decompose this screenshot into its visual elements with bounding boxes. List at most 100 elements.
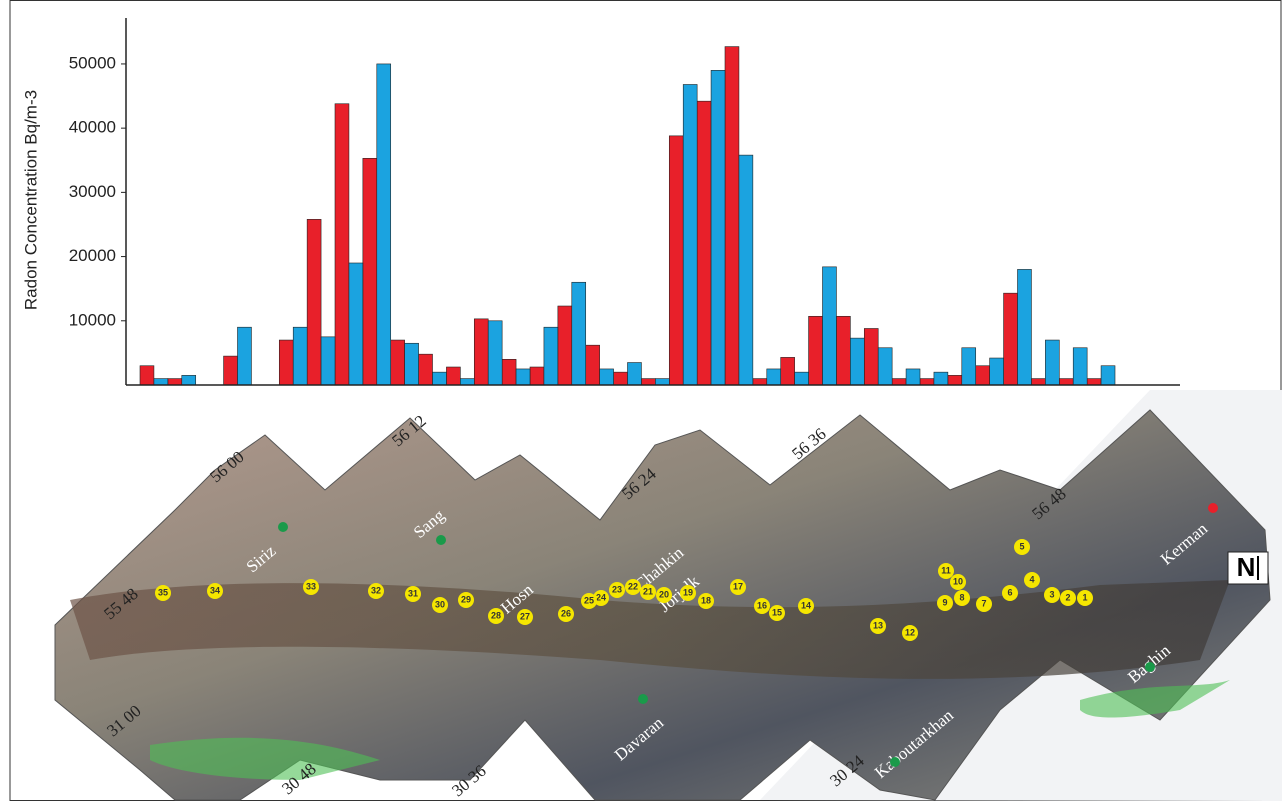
station-marker bbox=[769, 605, 785, 621]
bar bbox=[975, 365, 990, 386]
settlement-dot bbox=[436, 535, 446, 545]
station-marker bbox=[303, 579, 319, 595]
bar bbox=[320, 336, 336, 386]
bar bbox=[487, 320, 503, 386]
station-marker bbox=[937, 595, 953, 611]
station-label: 31 bbox=[408, 588, 418, 598]
bar bbox=[919, 378, 935, 386]
y-tick-label: 20000 bbox=[69, 246, 116, 265]
station-marker bbox=[938, 563, 954, 579]
city-dot bbox=[1208, 503, 1218, 513]
station-marker bbox=[1044, 587, 1060, 603]
y-tick-label: 50000 bbox=[69, 53, 116, 72]
station-label: 2 bbox=[1065, 592, 1070, 602]
bar bbox=[1072, 347, 1088, 386]
station-marker bbox=[1014, 539, 1030, 555]
station-label: 19 bbox=[683, 587, 693, 597]
bar bbox=[390, 339, 405, 386]
bar bbox=[696, 100, 712, 386]
bar bbox=[501, 359, 517, 386]
station-marker bbox=[558, 606, 574, 622]
bar bbox=[292, 326, 308, 386]
bar bbox=[376, 63, 392, 386]
station-label: 28 bbox=[491, 610, 501, 620]
bar bbox=[1086, 378, 1102, 386]
station-marker bbox=[517, 609, 533, 625]
bar bbox=[529, 366, 545, 386]
bar bbox=[808, 315, 823, 386]
station-label: 25 bbox=[584, 595, 594, 605]
station-marker bbox=[581, 593, 597, 609]
station-marker bbox=[368, 583, 384, 599]
station-marker bbox=[458, 592, 474, 608]
bar bbox=[891, 378, 907, 386]
bar bbox=[418, 353, 433, 386]
station-label: 15 bbox=[772, 607, 782, 617]
station-label: 20 bbox=[659, 589, 669, 599]
settlement-dot bbox=[638, 694, 648, 704]
station-marker bbox=[432, 597, 448, 613]
bar bbox=[710, 70, 726, 386]
station-label: 24 bbox=[596, 592, 606, 602]
bar bbox=[515, 368, 531, 386]
bar bbox=[947, 375, 963, 386]
bar bbox=[905, 368, 921, 386]
station-label: 18 bbox=[701, 595, 711, 605]
bar bbox=[432, 371, 447, 386]
bar bbox=[877, 347, 893, 386]
bar bbox=[836, 315, 851, 386]
station-label: 16 bbox=[757, 600, 767, 610]
station-label: 8 bbox=[959, 592, 964, 602]
bar bbox=[641, 378, 656, 386]
station-marker bbox=[1077, 590, 1093, 606]
bar bbox=[655, 378, 670, 386]
station-marker bbox=[405, 586, 421, 602]
station-marker bbox=[902, 625, 918, 641]
station-label: 17 bbox=[733, 581, 743, 591]
station-label: 30 bbox=[435, 599, 445, 609]
settlement-dot bbox=[1145, 662, 1155, 672]
bar bbox=[334, 103, 350, 386]
station-label: 3 bbox=[1049, 589, 1054, 599]
bar bbox=[1017, 269, 1032, 386]
station-marker bbox=[798, 598, 814, 614]
bar bbox=[1031, 378, 1046, 386]
settlement-dot bbox=[890, 757, 900, 767]
bar bbox=[181, 375, 197, 386]
bar bbox=[460, 378, 475, 386]
bar bbox=[1003, 292, 1018, 386]
station-marker bbox=[1024, 572, 1040, 588]
station-marker bbox=[656, 587, 672, 603]
bar bbox=[404, 342, 419, 386]
bar bbox=[724, 46, 740, 386]
station-label: 5 bbox=[1019, 541, 1024, 551]
bar bbox=[668, 135, 684, 386]
station-label: 35 bbox=[158, 587, 168, 597]
bar bbox=[446, 366, 461, 386]
station-label: 34 bbox=[210, 585, 220, 595]
station-marker bbox=[950, 574, 966, 590]
bar bbox=[237, 326, 252, 386]
bar bbox=[682, 84, 698, 386]
station-marker bbox=[976, 596, 992, 612]
y-tick-label: 30000 bbox=[69, 182, 116, 201]
station-label: 23 bbox=[612, 584, 622, 594]
station-marker bbox=[593, 590, 609, 606]
bar bbox=[1100, 365, 1116, 386]
bar bbox=[989, 357, 1004, 386]
bar bbox=[223, 355, 238, 386]
bar bbox=[473, 318, 489, 386]
bar bbox=[153, 378, 169, 386]
bar bbox=[139, 365, 155, 386]
bar bbox=[738, 154, 754, 386]
station-marker bbox=[207, 583, 223, 599]
bar bbox=[794, 371, 809, 386]
y-tick-label: 10000 bbox=[69, 310, 116, 329]
bar bbox=[766, 368, 782, 386]
station-marker bbox=[754, 598, 770, 614]
station-label: 29 bbox=[461, 594, 471, 604]
bar bbox=[752, 378, 768, 386]
y-axis-label: Radon Concentration Bq/m-3 bbox=[21, 90, 40, 310]
station-marker bbox=[870, 618, 886, 634]
